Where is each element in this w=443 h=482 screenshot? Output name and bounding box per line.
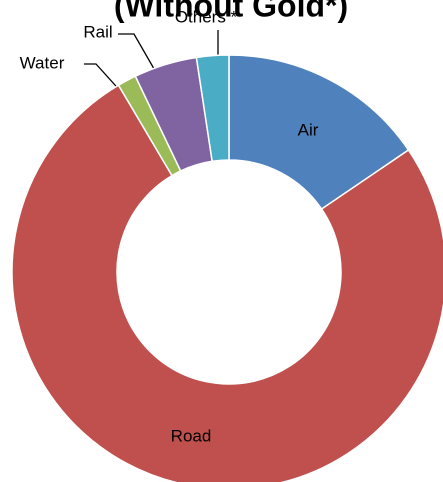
slice-label: Rail	[83, 22, 112, 41]
slice-label: Water	[20, 53, 65, 72]
slice-label: Air	[298, 120, 319, 139]
slice	[228, 54, 410, 211]
chart-title: (Without Gold*)	[114, 0, 348, 23]
slice-label: Others *	[175, 7, 238, 26]
slice	[195, 54, 230, 163]
slice	[11, 84, 443, 482]
slice-label: Road	[171, 426, 212, 445]
